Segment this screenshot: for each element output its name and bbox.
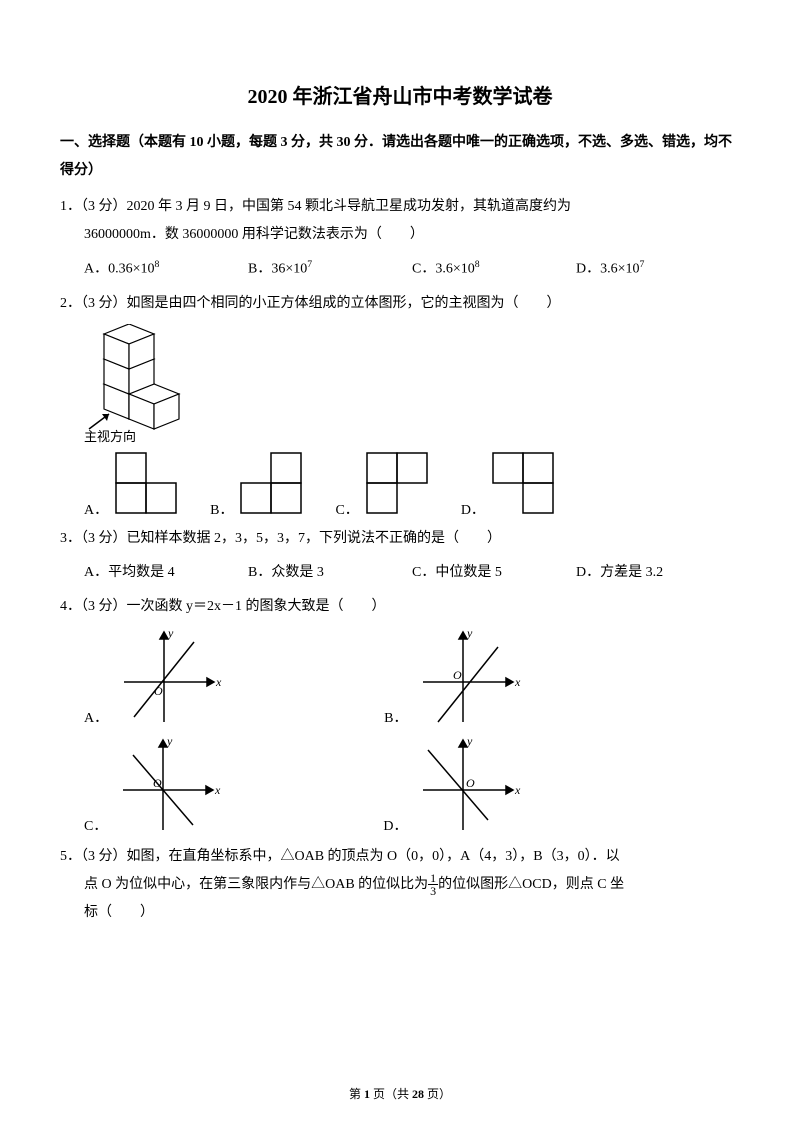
exam-page: 2020 年浙江省舟山市中考数学试卷 一、选择题（本题有 10 小题，每题 3 … xyxy=(0,0,800,1132)
q4-optD: D． x y O xyxy=(383,735,523,835)
svg-text:y: y xyxy=(466,735,473,748)
svg-text:O: O xyxy=(453,668,462,682)
q4-optA: A． x y O xyxy=(84,627,224,727)
section-header: 一、选择题（本题有 10 小题，每题 3 分，共 30 分．请选出各题中唯一的正… xyxy=(60,129,740,185)
q4-row2: C． x y O D． x y xyxy=(60,735,740,835)
q2D-grid-icon xyxy=(491,451,559,519)
q1-optC: C．3.6×108 xyxy=(412,255,576,284)
page-footer: 第 1 页（共 28 页） xyxy=(0,1085,800,1102)
q3-optD: D．方差是 3.2 xyxy=(576,559,740,587)
q2-optC: C． xyxy=(335,451,432,519)
q1-line1: 1．（3 分）2020 年 3 月 9 日，中国第 54 颗北斗导航卫星成功发射… xyxy=(60,193,740,221)
q2-options: A． B． C． xyxy=(60,451,740,519)
q4-stem: 4．（3 分）一次函数 y＝2x－1 的图象大致是（ ） xyxy=(60,593,740,621)
svg-text:y: y xyxy=(167,627,174,640)
q2-optD: D． xyxy=(461,451,559,519)
q3-optC: C．中位数是 5 xyxy=(412,559,576,587)
svg-text:x: x xyxy=(215,675,222,689)
q3-optB: B．众数是 3 xyxy=(248,559,412,587)
q5-stem: 5．（3 分）如图，在直角坐标系中，△OAB 的顶点为 O（0，0），A（4，3… xyxy=(60,843,740,927)
svg-text:y: y xyxy=(166,735,173,748)
q1-stem: 1．（3 分）2020 年 3 月 9 日，中国第 54 颗北斗导航卫星成功发射… xyxy=(60,193,740,249)
q4A-graph-icon: x y O xyxy=(114,627,224,727)
q2-stem: 2．（3 分）如图是由四个相同的小正方体组成的立体图形，它的主视图为（ ） xyxy=(60,290,740,318)
q1-optA: A．0.36×108 xyxy=(84,255,248,284)
q4-optB: B． x y O xyxy=(384,627,523,727)
view-direction-label: 主视方向 xyxy=(84,426,740,445)
q5-line3: 标（ ） xyxy=(60,899,740,927)
svg-text:y: y xyxy=(466,627,473,640)
q1-optB: B．36×107 xyxy=(248,255,412,284)
q2-optB: B． xyxy=(210,451,307,519)
q3-stem: 3．（3 分）已知样本数据 2，3，5，3，7，下列说法不正确的是（ ） xyxy=(60,525,740,553)
q1-options: A．0.36×108 B．36×107 C．3.6×108 D．3.6×107 xyxy=(60,255,740,284)
q4B-graph-icon: x y O xyxy=(413,627,523,727)
svg-text:O: O xyxy=(154,684,163,698)
q1-optD: D．3.6×107 xyxy=(576,255,740,284)
svg-text:x: x xyxy=(514,783,521,797)
cubes-icon xyxy=(84,324,204,434)
q2-figure: 主视方向 xyxy=(60,324,740,445)
q4D-graph-icon: x y O xyxy=(413,735,523,835)
q3-optA: A．平均数是 4 xyxy=(84,559,248,587)
q1-line2: 36000000m．数 36000000 用科学记数法表示为（ ） xyxy=(60,221,740,249)
svg-text:O: O xyxy=(153,776,162,790)
q2-optA: A． xyxy=(84,451,182,519)
page-title: 2020 年浙江省舟山市中考数学试卷 xyxy=(60,80,740,109)
q5-line1: 5．（3 分）如图，在直角坐标系中，△OAB 的顶点为 O（0，0），A（4，3… xyxy=(60,843,740,871)
q3-options: A．平均数是 4 B．众数是 3 C．中位数是 5 D．方差是 3.2 xyxy=(60,559,740,587)
q4C-graph-icon: x y O xyxy=(113,735,223,835)
q2B-grid-icon xyxy=(239,451,307,519)
q4-row1: A． x y O B． x y xyxy=(60,627,740,727)
svg-text:O: O xyxy=(466,776,475,790)
svg-text:x: x xyxy=(214,783,221,797)
q4-optC: C． x y O xyxy=(84,735,223,835)
q2A-grid-icon xyxy=(114,451,182,519)
svg-text:x: x xyxy=(514,675,521,689)
q2C-grid-icon xyxy=(365,451,433,519)
q5-line2: 点 O 为位似中心，在第三象限内作与△OAB 的位似比为13的位似图形△OCD，… xyxy=(60,871,740,899)
